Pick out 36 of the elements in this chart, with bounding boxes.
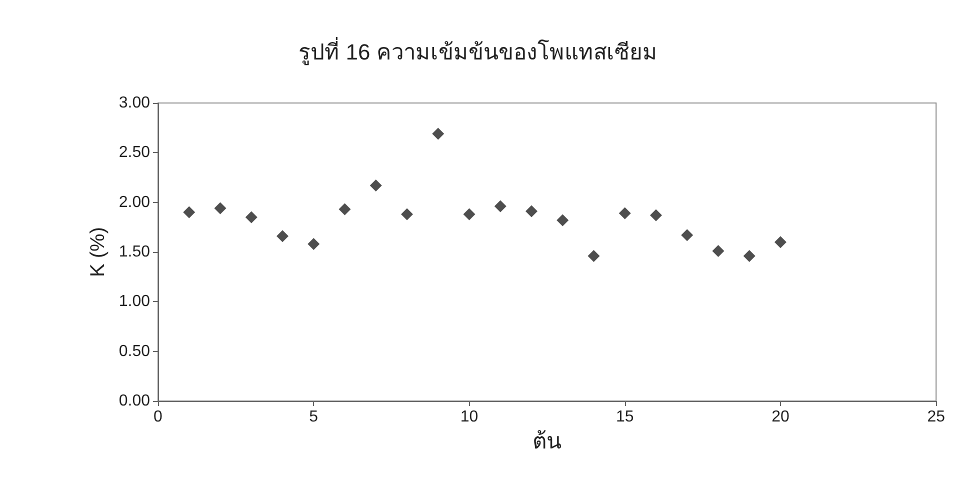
y-axis-title: K (%) (86, 227, 109, 277)
chart-title: รูปที่ 16 ความเข้มข้นของโพแทสเซียม (298, 36, 658, 66)
point (618, 207, 631, 220)
point (245, 211, 258, 224)
point (650, 209, 662, 222)
point (525, 205, 538, 218)
x-axis-title: ต้น (532, 428, 562, 454)
point (556, 214, 569, 226)
point (338, 203, 351, 216)
point (276, 230, 288, 242)
y-tick-label: 0.50 (118, 342, 150, 360)
x-tick-label: 25 (927, 408, 946, 426)
x-tick-label: 0 (154, 408, 163, 426)
point (214, 202, 226, 214)
point (743, 250, 756, 262)
y-tick-label: 1.50 (118, 244, 150, 260)
y-tick-label: 2.50 (118, 144, 150, 162)
point (400, 208, 413, 220)
point (308, 238, 320, 250)
point (370, 179, 382, 192)
x-tick-label: 15 (616, 408, 634, 426)
point (432, 128, 444, 140)
point (681, 229, 694, 242)
y-tick-label: 3.00 (118, 94, 150, 112)
point (183, 206, 196, 218)
x-tick-label: 20 (772, 408, 790, 426)
y-tick-label: 0.00 (118, 392, 150, 410)
point (712, 245, 724, 258)
point (774, 236, 786, 248)
x-tick-label: 10 (460, 408, 478, 426)
point (494, 200, 506, 212)
y-tick-label: 2.00 (118, 194, 150, 211)
y-tick-label: 1.00 (118, 293, 150, 310)
point (588, 250, 600, 262)
point (463, 208, 476, 220)
x-tick-label: 5 (309, 408, 318, 426)
